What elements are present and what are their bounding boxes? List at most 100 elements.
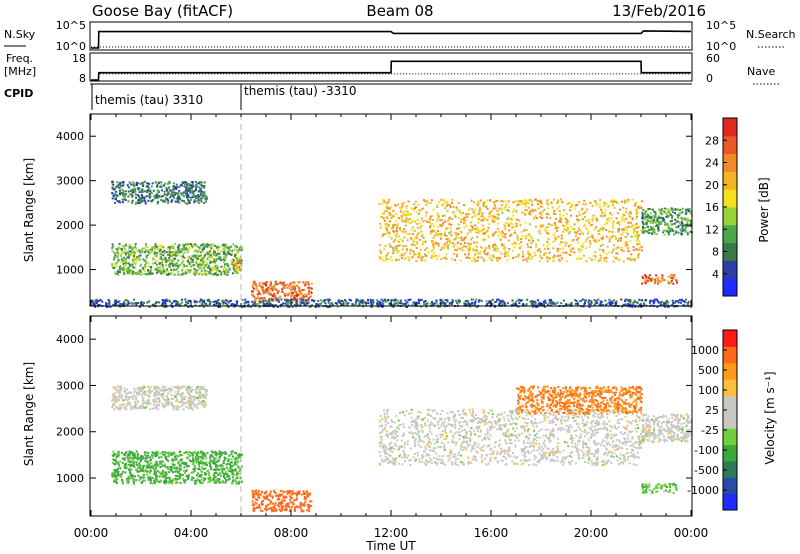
velocity-scatter-cell	[216, 468, 219, 471]
power-scatter-cell	[556, 301, 559, 304]
power-scatter-cell	[114, 263, 117, 266]
power-scatter-cell	[285, 283, 288, 286]
power-scatter-cell	[470, 298, 473, 301]
power-scatter-cell	[468, 247, 471, 250]
power-scatter-cell	[431, 214, 434, 217]
power-scatter-cell	[382, 212, 385, 215]
power-scatter-cell	[190, 265, 193, 268]
power-scatter-cell	[226, 269, 229, 272]
velocity-scatter-cell	[143, 406, 146, 409]
velocity-scatter-cell	[120, 395, 123, 397]
power-scatter-cell	[644, 299, 647, 302]
power-scatter-cell	[383, 219, 386, 222]
power-scatter-cell	[632, 232, 635, 234]
velocity-scatter-cell	[163, 406, 166, 409]
power-colorbar-label: 12	[705, 223, 719, 236]
power-scatter-cell	[126, 269, 129, 272]
power-scatter-cell	[367, 302, 370, 305]
power-scatter-cell	[372, 301, 375, 304]
power-scatter-cell	[640, 207, 643, 209]
velocity-scatter-cell	[200, 396, 202, 399]
power-scatter-cell	[577, 248, 580, 251]
power-scatter-cell	[305, 302, 308, 305]
power-scatter-cell	[626, 243, 629, 246]
power-scatter-cell	[259, 301, 262, 304]
velocity-scatter-cell	[230, 453, 233, 456]
velocity-scatter-cell	[126, 403, 129, 405]
power-scatter-cell	[157, 181, 160, 184]
velocity-scatter-cell	[165, 458, 168, 461]
power-scatter-cell	[237, 266, 240, 269]
power-scatter-cell	[147, 269, 150, 271]
power-scatter-cell	[528, 223, 531, 226]
power-scatter-cell	[214, 265, 217, 268]
power-scatter-cell	[631, 258, 634, 261]
power-scatter-cell	[462, 212, 464, 214]
power-scatter-cell	[564, 244, 567, 247]
power-scatter-cell	[114, 254, 117, 257]
power-scatter-cell	[588, 305, 591, 308]
power-scatter-cell	[635, 239, 638, 242]
power-scatter-cell	[227, 264, 230, 267]
power-scatter-cell	[245, 301, 248, 304]
power-scatter-cell	[457, 217, 460, 220]
velocity-scatter-cell	[175, 458, 178, 461]
power-scatter-cell	[160, 181, 163, 184]
power-scatter-cell	[556, 250, 559, 253]
power-scatter-cell	[121, 181, 124, 184]
power-scatter-cell	[309, 295, 312, 298]
power-scatter-cell	[185, 248, 188, 251]
power-scatter-cell	[444, 207, 447, 210]
power-scatter-cell	[124, 264, 127, 267]
power-scatter-cell	[172, 271, 174, 274]
power-scatter-cell	[510, 221, 513, 224]
power-scatter-cell	[199, 298, 202, 301]
power-scatter-cell	[504, 225, 507, 228]
power-scatter-cell	[642, 209, 645, 212]
power-scatter-cell	[535, 246, 537, 248]
power-scatter-cell	[122, 195, 125, 198]
power-scatter-cell	[494, 207, 497, 209]
power-scatter-cell	[202, 256, 205, 259]
power-scatter-cell	[685, 218, 688, 221]
power-scatter-cell	[654, 278, 657, 281]
power-scatter-cell	[552, 212, 555, 215]
power-scatter-cell	[537, 207, 540, 210]
power-scatter-cell	[146, 246, 149, 249]
power-scatter-cell	[167, 273, 170, 276]
power-scatter-cell	[145, 190, 147, 193]
power-scatter-cell	[555, 217, 558, 220]
power-scatter-cell	[493, 204, 496, 207]
power-scatter-cell	[216, 264, 219, 267]
velocity-scatter-cell	[214, 476, 217, 479]
power-scatter-cell	[216, 300, 218, 303]
power-scatter-cell	[117, 259, 120, 261]
power-scatter-cell	[582, 242, 585, 245]
power-scatter-cell	[383, 248, 386, 251]
power-scatter-cell	[602, 251, 605, 254]
power-scatter-cell	[437, 215, 440, 218]
power-scatter-cell	[230, 259, 233, 262]
power-scatter-cell	[162, 257, 165, 260]
power-scatter-cell	[431, 303, 434, 306]
power-scatter-cell	[192, 193, 195, 196]
velocity-scatter-cell	[189, 405, 192, 408]
power-scatter-cell	[402, 230, 405, 233]
power-scatter-cell	[520, 231, 523, 233]
power-scatter-cell	[601, 243, 604, 246]
power-scatter-cell	[651, 208, 654, 211]
power-scatter-cell	[185, 247, 188, 249]
power-scatter-cell	[304, 282, 307, 285]
power-scatter-cell	[538, 260, 541, 262]
power-scatter-cell	[654, 212, 657, 215]
power-scatter-cell	[184, 186, 187, 189]
power-scatter-cell	[635, 223, 638, 225]
velocity-scatter-cell	[170, 398, 173, 400]
power-scatter-cell	[517, 253, 520, 256]
power-scatter-cell	[190, 189, 193, 192]
power-scatter-cell	[420, 258, 423, 261]
power-scatter-cell	[681, 211, 684, 214]
power-scatter-cell	[200, 192, 202, 195]
velocity-scatter-cell	[148, 391, 151, 394]
power-scatter-cell	[175, 303, 178, 306]
